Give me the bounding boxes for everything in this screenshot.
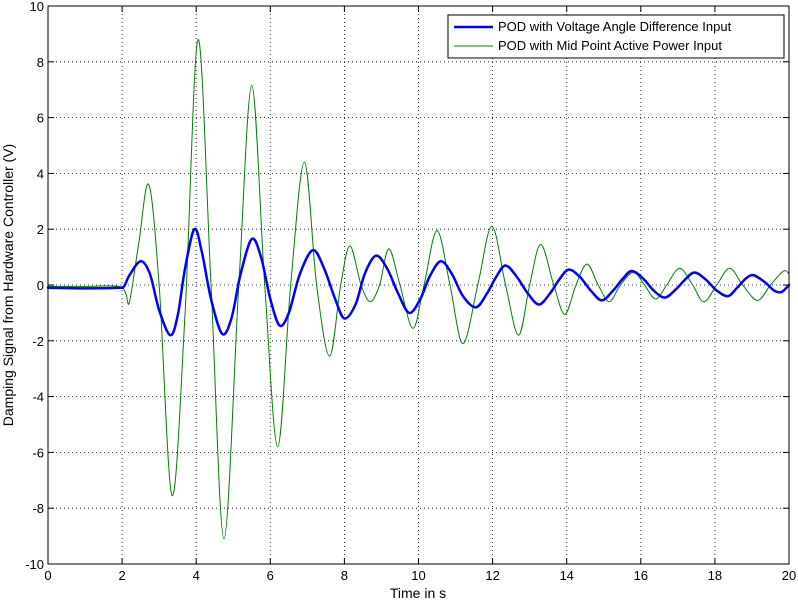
series-line-active-power — [47, 38, 790, 540]
y-tick-label: -6 — [32, 445, 44, 460]
x-tick-label: 18 — [708, 568, 722, 583]
y-tick-label: 8 — [37, 55, 44, 70]
x-tick-label: 4 — [193, 568, 200, 583]
legend-label-active-power: POD with Mid Point Active Power Input — [498, 38, 722, 53]
x-tick-label: 12 — [485, 568, 499, 583]
x-tick-label: 6 — [267, 568, 274, 583]
x-tick-label: 0 — [44, 568, 51, 583]
x-tick-label: 8 — [341, 568, 348, 583]
x-tick-label: 10 — [411, 568, 425, 583]
y-tick-label: -10 — [25, 557, 44, 572]
x-tick-label: 20 — [782, 568, 796, 583]
x-tick-label: 2 — [118, 568, 125, 583]
legend-label-voltage-angle: POD with Voltage Angle Difference Input — [498, 19, 732, 34]
x-axis-label: Time in s — [390, 585, 446, 601]
x-tick-label: 14 — [559, 568, 573, 583]
series-group — [46, 38, 791, 540]
y-tick-label: 10 — [30, 0, 44, 14]
x-tick-label: 16 — [634, 568, 648, 583]
y-tick-label: 2 — [37, 222, 44, 237]
legend-box — [447, 14, 785, 59]
y-tick-label: 0 — [37, 278, 44, 293]
y-tick-label: -2 — [32, 334, 44, 349]
y-tick-label: 4 — [37, 166, 44, 181]
grid — [48, 6, 789, 564]
y-tick-label: -4 — [32, 390, 44, 405]
ticks: 0 2 4 6 8 10 12 14 16 18 20 -10 -8 -6 -4 -2 0 2 4 6 8 10 — [25, 0, 796, 583]
legend: POD with Voltage Angle Difference Input … — [447, 14, 785, 59]
y-axis-label: Damping Signal from Hardware Controller … — [0, 144, 16, 426]
series-line-voltage-angle — [46, 227, 791, 337]
y-tick-label: -8 — [32, 501, 44, 516]
y-tick-label: 6 — [37, 111, 44, 126]
